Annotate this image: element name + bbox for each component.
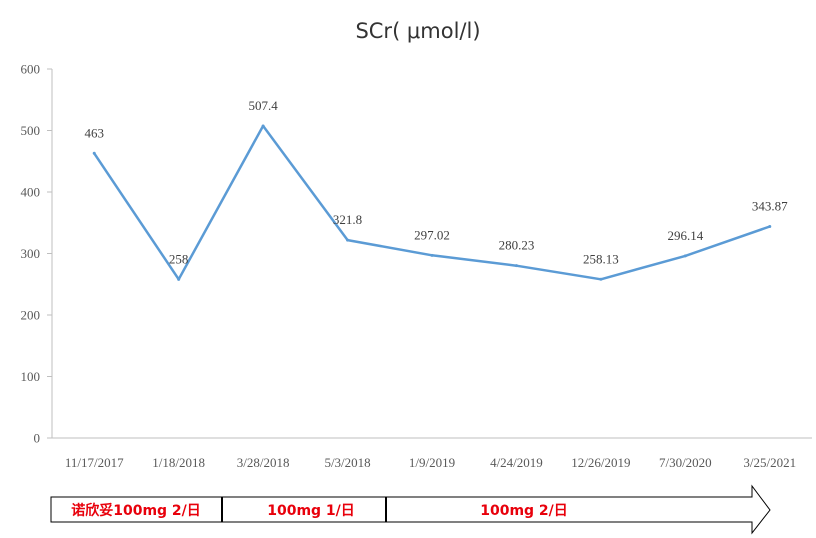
phase-1-label: 诺欣妥100mg 2/日 xyxy=(71,502,201,519)
data-point xyxy=(346,238,350,242)
data-point xyxy=(430,253,434,257)
y-tick-label: 500 xyxy=(21,123,41,138)
x-tick-label: 3/25/2021 xyxy=(743,455,796,470)
phase-2-label: 100mg 1/日 xyxy=(267,503,355,519)
data-label: 343.87 xyxy=(752,199,788,214)
data-point xyxy=(768,225,772,229)
treatment-arrow-shape xyxy=(50,484,771,535)
y-tick-label: 300 xyxy=(21,246,41,261)
x-tick-label: 1/18/2018 xyxy=(152,455,205,470)
x-tick-label: 7/30/2020 xyxy=(659,455,712,470)
data-label: 280.23 xyxy=(499,238,535,253)
data-point xyxy=(683,254,687,258)
data-point xyxy=(261,124,265,128)
y-tick-label: 400 xyxy=(21,185,41,200)
x-axis: 11/17/2017 1/18/2018 3/28/2018 5/3/2018 1/9/… xyxy=(52,437,812,470)
phase-3-label: 100mg 2/日 xyxy=(480,503,568,519)
x-tick-label: 11/17/2017 xyxy=(65,455,124,470)
data-label: 507.4 xyxy=(248,98,278,113)
x-tick-label: 3/28/2018 xyxy=(237,455,290,470)
data-point xyxy=(514,264,518,268)
data-label: 463 xyxy=(84,125,104,140)
treatment-arrow: 诺欣妥100mg 2/日 100mg 1/日 100mg 2/日 xyxy=(50,484,771,535)
data-label: 258 xyxy=(169,251,189,266)
plot-area: 463 258 507.4 321.8 297.02 280.23 258.13 296.14… xyxy=(84,98,788,281)
data-point xyxy=(177,277,181,281)
chart-title: SCr( μmol/l) xyxy=(355,19,480,43)
data-label: 321.8 xyxy=(333,212,362,227)
y-tick-label: 600 xyxy=(21,62,41,77)
data-point xyxy=(92,151,96,155)
x-tick-label: 5/3/2018 xyxy=(324,455,370,470)
x-tick-label: 12/26/2019 xyxy=(571,455,630,470)
y-tick-label: 0 xyxy=(34,431,41,446)
data-label: 296.14 xyxy=(667,228,703,243)
y-axis: 0 100 200 300 400 500 600 xyxy=(21,62,53,446)
x-tick-label: 4/24/2019 xyxy=(490,455,543,470)
data-label: 297.02 xyxy=(414,227,450,242)
y-tick-label: 100 xyxy=(21,369,41,384)
data-label: 258.13 xyxy=(583,251,619,266)
y-tick-label: 200 xyxy=(21,308,41,323)
data-point xyxy=(599,277,603,281)
x-tick-label: 1/9/2019 xyxy=(409,455,455,470)
